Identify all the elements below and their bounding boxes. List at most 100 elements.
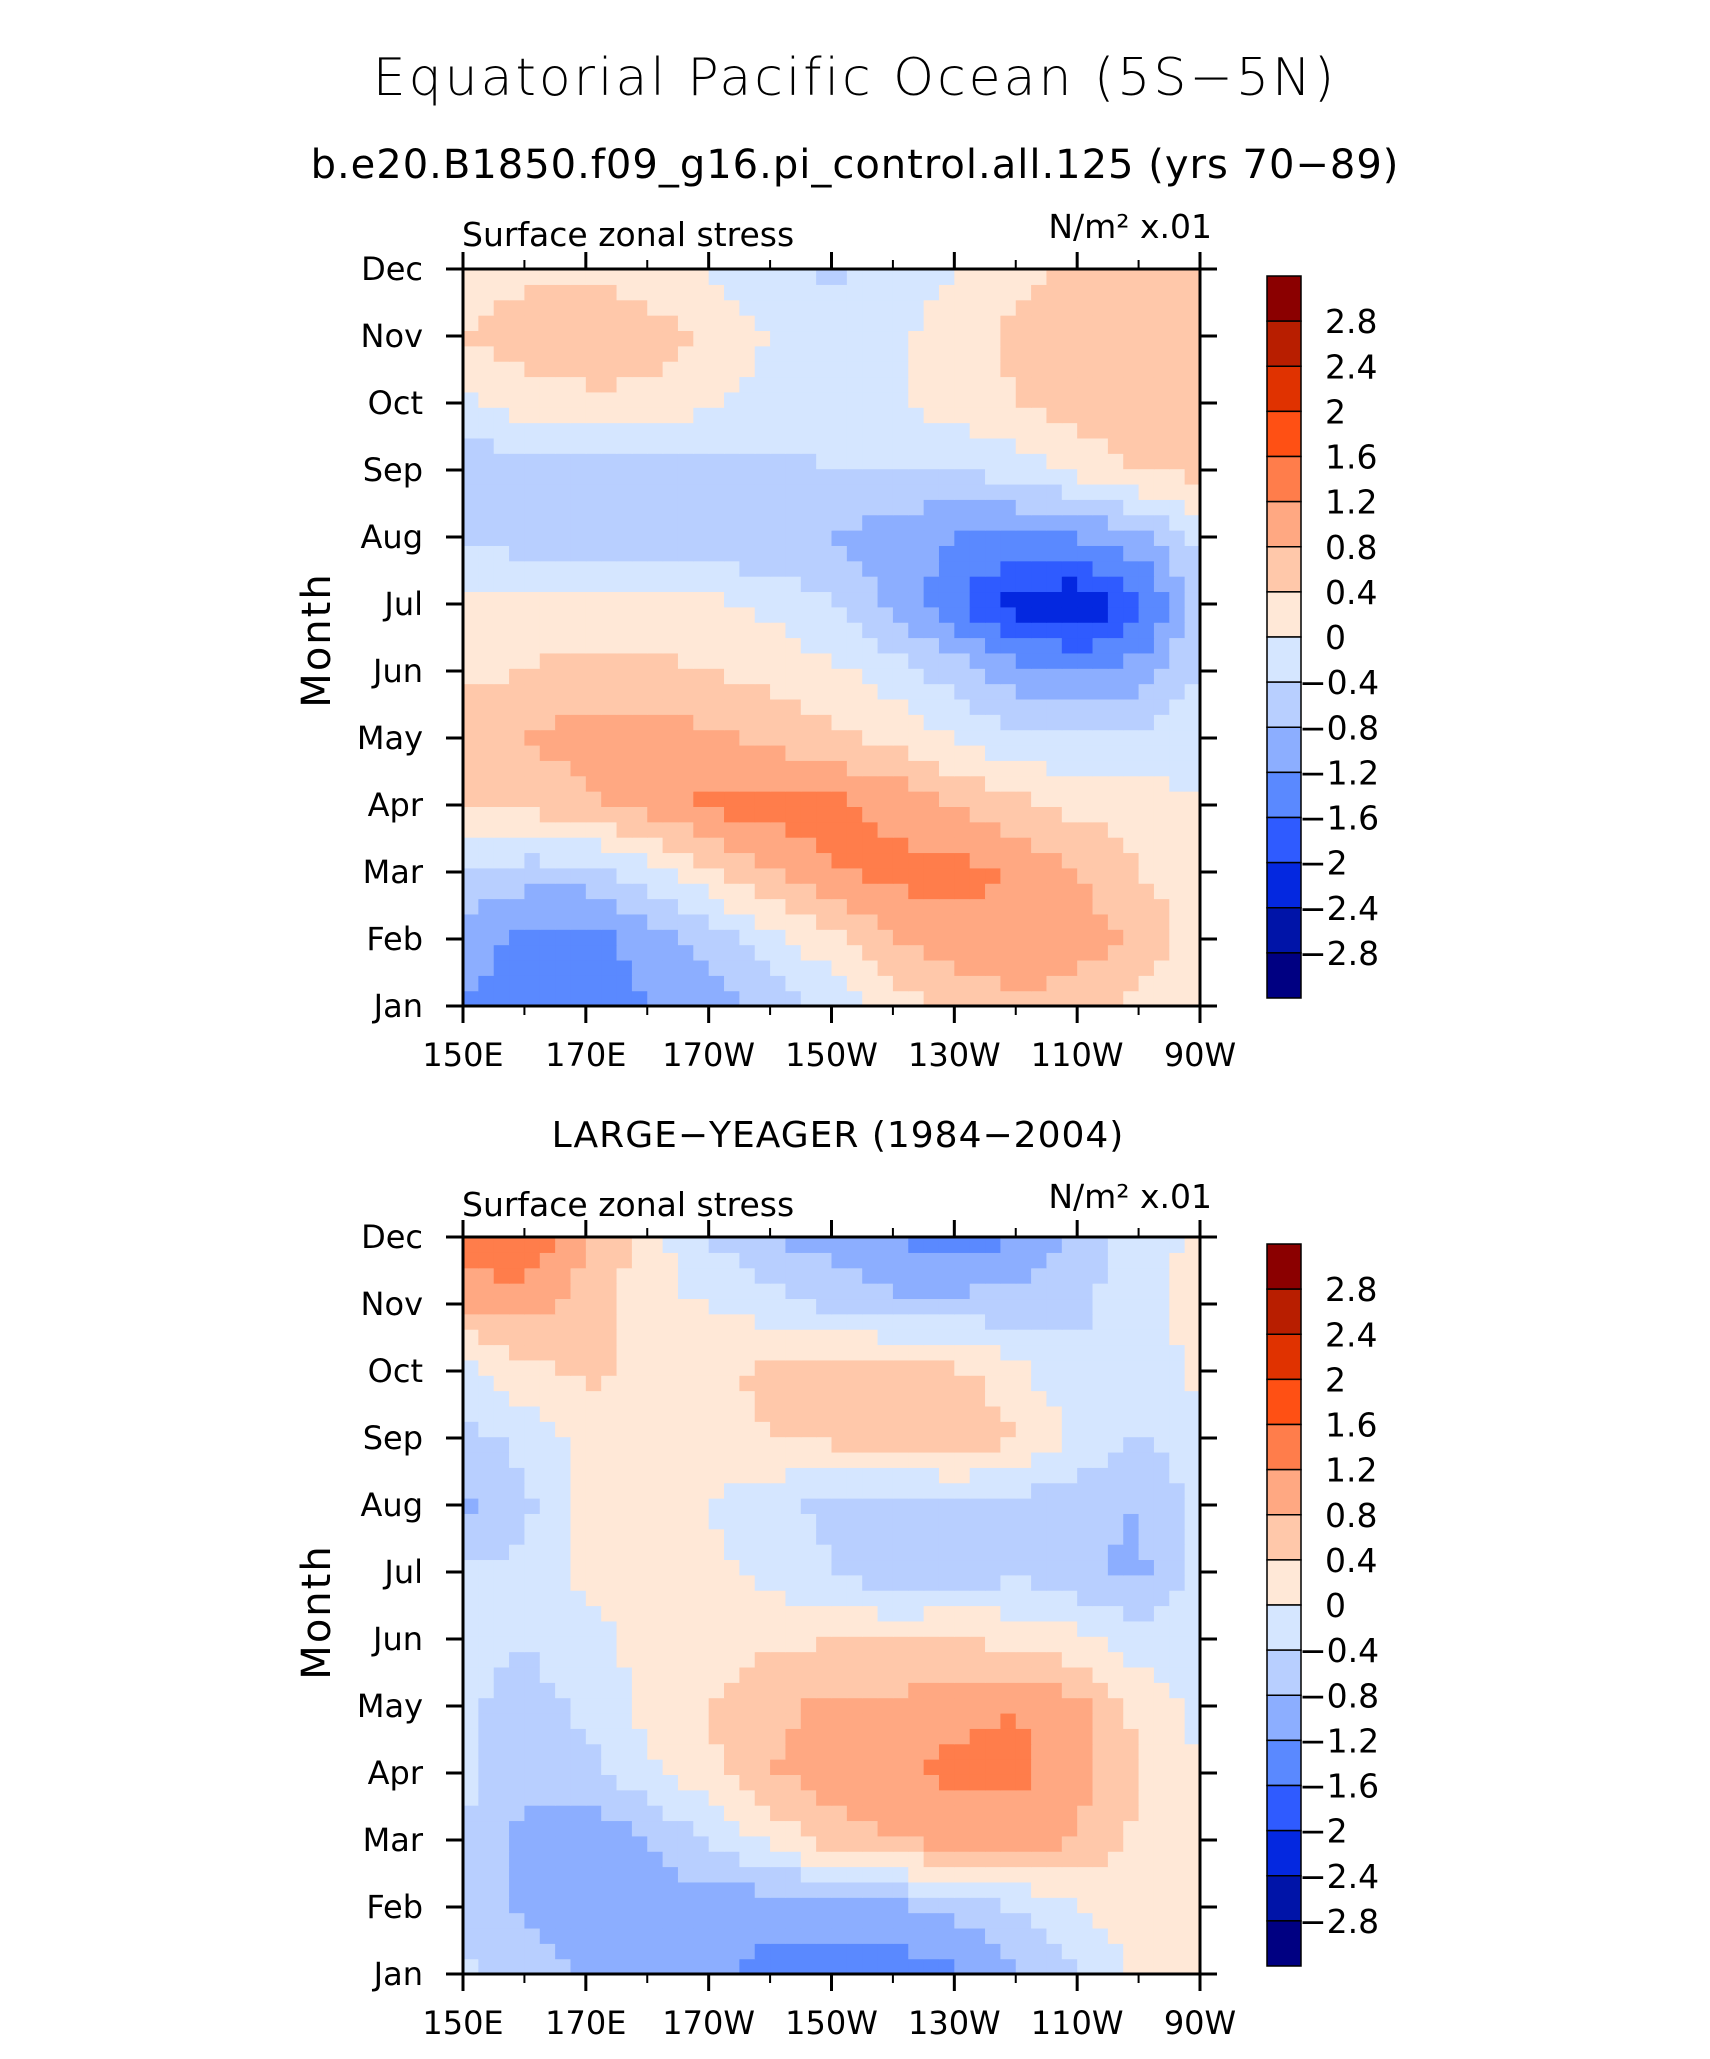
heatmap-cell [708,637,725,654]
heatmap-cell [708,606,725,623]
heatmap-cell [923,1590,940,1607]
heatmap-cell [662,1436,679,1453]
heatmap-cell [647,929,664,946]
heatmap-cell [555,1682,572,1699]
heatmap-cell [831,361,848,378]
heatmap-cell [1107,407,1124,424]
heatmap-cell [539,299,556,316]
heatmap-cell [846,560,863,577]
heatmap-cell [1184,852,1201,869]
heatmap-cell [1077,1636,1094,1653]
heatmap-cell [877,499,894,516]
heatmap-cell [831,1344,848,1361]
heatmap-cell [1077,1513,1094,1530]
heatmap-cell [724,1851,740,1868]
heatmap-cell [923,1881,940,1898]
heatmap-cell [892,1390,909,1407]
heatmap-cell [647,1421,664,1438]
heatmap-cell [601,1283,618,1300]
heatmap-cell [862,1375,879,1392]
heatmap-cell [1107,545,1124,562]
heatmap-cell [1031,622,1048,639]
heatmap-cell [693,453,710,470]
heatmap-cell [954,698,971,715]
heatmap-cell [800,837,817,854]
heatmap-cell [800,1958,817,1975]
heatmap-cell [708,1881,725,1898]
heatmap-cell [539,1958,556,1975]
heatmap-cell [1000,576,1017,593]
heatmap-cell [724,361,740,378]
y-tick-label: Jul [382,1553,423,1591]
heatmap-cell [1107,1728,1124,1745]
heatmap-cell [1153,1835,1170,1852]
heatmap-cell [923,622,940,639]
heatmap-cell [616,760,633,777]
heatmap-cell [1000,1774,1017,1791]
heatmap-cell [601,1544,618,1561]
heatmap-cell [724,1528,740,1545]
heatmap-cell [616,1329,633,1346]
heatmap-cell [1015,1774,1032,1791]
heatmap-cell [616,959,633,976]
heatmap-cell [1046,530,1063,546]
heatmap-cell [555,514,572,531]
heatmap-cell [509,453,526,470]
heatmap-cell [1031,1851,1048,1868]
heatmap-cell [969,867,986,884]
heatmap-cell [739,1789,756,1806]
heatmap-cell [708,1743,725,1760]
heatmap-cell [509,729,526,746]
heatmap-cell [892,1912,909,1929]
heatmap-cell [1077,468,1094,485]
heatmap-cell [493,499,510,516]
heatmap-cell [1169,898,1186,915]
heatmap-cell [892,775,909,792]
heatmap-cell [892,791,909,807]
heatmap-cell [1000,683,1017,700]
heatmap-cell [770,1851,787,1868]
heatmap-cell [509,1267,526,1284]
heatmap-cell [985,606,1001,623]
heatmap-cell [954,913,971,930]
heatmap-cell [539,959,556,976]
heatmap-cell [724,1789,740,1806]
heatmap-cell [1046,1513,1063,1530]
heatmap-cell [693,1252,710,1269]
heatmap-cell [877,1682,894,1699]
heatmap-cell [800,483,817,500]
heatmap-cell [478,1897,495,1914]
heatmap-cell [1123,1820,1140,1837]
heatmap-cell [1184,1513,1201,1530]
heatmap-cell [923,760,940,777]
heatmap-cell [1000,622,1017,639]
heatmap-cell [800,468,817,485]
heatmap-cell [1153,1574,1170,1591]
heatmap-cell [1046,1789,1063,1806]
heatmap-cell [816,1682,833,1699]
heatmap-cell [754,867,771,884]
heatmap-cell [862,1482,879,1499]
heatmap-cell [555,315,572,332]
heatmap-cell [1169,837,1186,854]
heatmap-cell [555,1421,572,1438]
heatmap-cell [509,576,526,593]
heatmap-cell [524,1743,541,1760]
heatmap-cell [938,1267,955,1284]
heatmap-cell [616,361,633,378]
heatmap-cell [862,345,879,362]
heatmap-cell [1123,1482,1140,1499]
heatmap-cell [1169,1574,1186,1591]
heatmap-cell [816,530,833,546]
heatmap-cell [1092,1451,1109,1468]
heatmap-cell [800,1651,817,1668]
heatmap-cell [539,1528,556,1545]
heatmap-cell [1031,744,1048,761]
heatmap-cell [862,714,879,731]
heatmap-cell [693,315,710,332]
heatmap-cell [524,1498,541,1514]
heatmap-cell [631,990,648,1007]
heatmap-cell [478,345,495,362]
heatmap-cell [1153,1313,1170,1330]
heatmap-cell [601,1467,618,1484]
